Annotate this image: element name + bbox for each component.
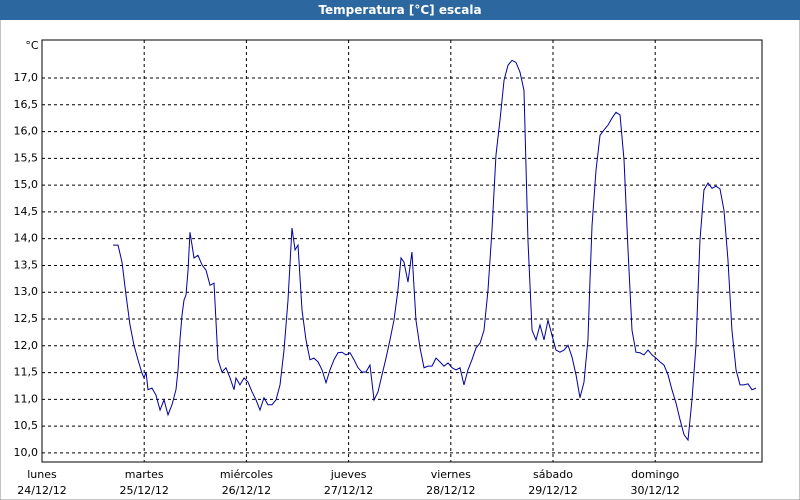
y-tick-label: 14,0 [14,232,39,245]
y-tick-label: 13,0 [14,285,39,298]
plot-border [41,39,763,463]
x-tick-date: 24/12/12 [17,484,66,497]
plot-area [42,40,762,462]
x-tick-date: 28/12/12 [426,484,475,497]
y-tick-label: 15,5 [14,151,39,164]
x-tick-label: domingo [631,468,679,481]
y-tick-label: 16,0 [14,125,39,138]
y-unit: °C [25,39,39,52]
x-tick-date: 30/12/12 [630,484,679,497]
x-tick-date: 25/12/12 [119,484,168,497]
y-tick-label: 16,5 [14,98,39,111]
y-tick-label: 11,5 [14,366,39,379]
x-tick-label: viernes [431,468,471,481]
y-tick-label: 15,0 [14,178,39,191]
data-line [113,59,757,442]
y-tick-label: 13,5 [14,258,39,271]
y-tick-label: 10,0 [14,446,39,459]
x-tick-date: 26/12/12 [222,484,271,497]
x-tick-date: 29/12/12 [528,484,577,497]
y-tick-label: 12,5 [14,312,39,325]
chart-title: Temperatura [°C] escala [318,3,481,17]
x-tick-label: jueves [330,468,367,481]
y-tick-label: 10,5 [14,419,39,432]
y-tick-label: 14,5 [14,205,39,218]
x-tick-label: miércoles [220,468,273,481]
y-tick-label: 17,0 [14,71,39,84]
x-tick-date: 27/12/12 [324,484,373,497]
x-tick-label: lunes [27,468,57,481]
x-tick-label: martes [125,468,164,481]
y-tick-label: 11,0 [14,392,39,405]
y-tick-label: 12,0 [14,339,39,352]
title-bar [0,0,800,20]
x-tick-label: sábado [533,468,573,481]
plot: 10,0 10,5 11,0 11,5 12,0 12,5 13,0 13,5 14,0 14,5… [14,39,763,497]
